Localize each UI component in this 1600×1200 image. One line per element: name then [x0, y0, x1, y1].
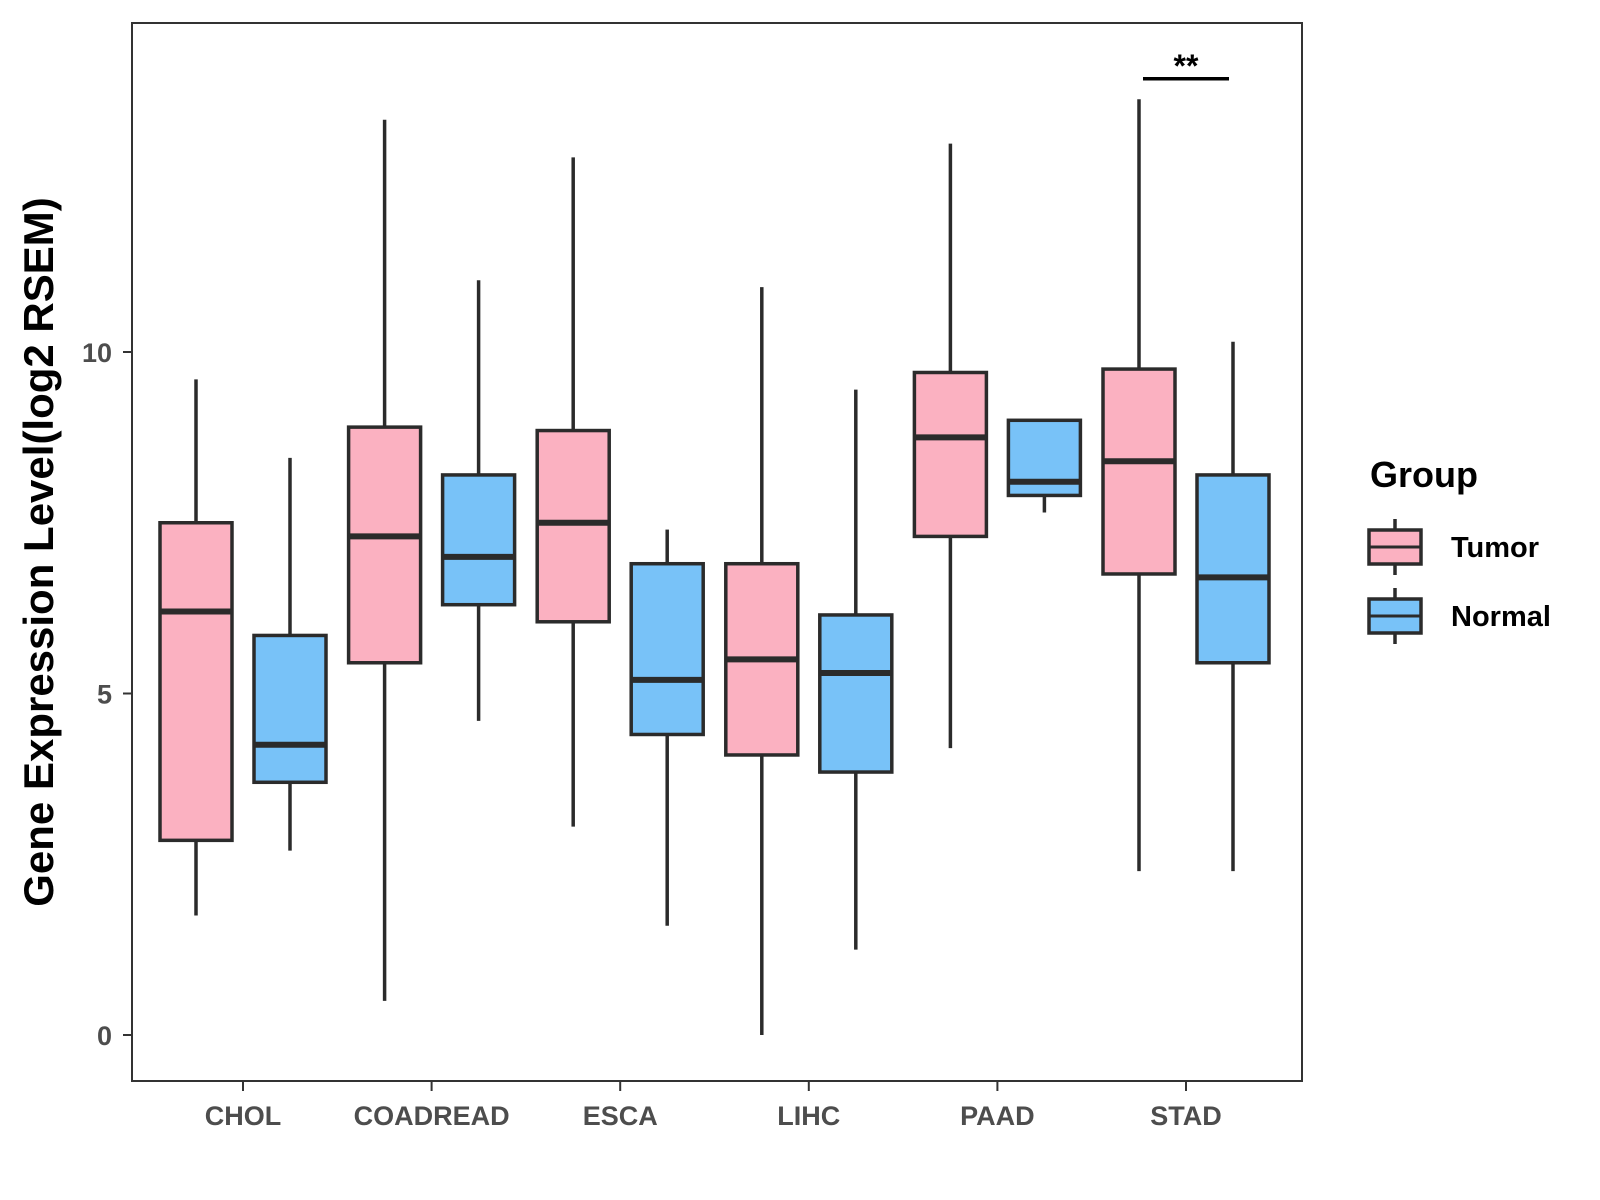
box-normal-esca — [629, 529, 705, 926]
x-axis: CHOL COADREAD ESCA LIHC PAAD STAD — [205, 1081, 1222, 1131]
x-tick-label: CHOL — [205, 1101, 282, 1131]
boxes-layer — [158, 99, 1271, 1035]
y-axis: 0 5 10 — [82, 338, 132, 1051]
legend-label: Tumor — [1451, 532, 1539, 564]
legend-label: Normal — [1451, 601, 1551, 633]
x-tick-label: COADREAD — [354, 1101, 510, 1131]
box-iqr — [818, 613, 894, 774]
x-tick-label: STAD — [1150, 1101, 1222, 1131]
legend-title: Group — [1370, 454, 1478, 495]
x-tick-label: PAAD — [960, 1101, 1035, 1131]
box-tumor-chol — [158, 379, 234, 916]
box-tumor-stad — [1101, 99, 1177, 872]
legend-item-normal: Normal — [1367, 588, 1551, 644]
box-iqr — [1101, 367, 1177, 576]
box-normal-lihc — [818, 389, 894, 950]
box-normal-paad — [1006, 418, 1083, 513]
legend-item-tumor: Tumor — [1367, 519, 1539, 575]
box-tumor-esca — [535, 157, 611, 827]
box-tumor-lihc — [724, 287, 800, 1035]
significance-label: ** — [1174, 48, 1199, 84]
y-tick-label: 0 — [97, 1021, 112, 1051]
box-normal-stad — [1195, 341, 1271, 872]
box-normal-coadread — [440, 280, 517, 721]
x-tick-label: LIHC — [777, 1101, 840, 1131]
box-iqr — [346, 425, 423, 665]
box-iqr — [252, 633, 328, 785]
box-iqr — [535, 428, 611, 624]
legend: Group Tumor Normal — [1367, 454, 1551, 644]
box-normal-chol — [252, 457, 328, 851]
x-tick-label: ESCA — [583, 1101, 658, 1131]
box-iqr — [440, 473, 517, 607]
y-axis-title: Gene Expression Level(log2 RSEM) — [15, 197, 62, 907]
y-tick-label: 10 — [82, 338, 112, 368]
box-iqr — [158, 521, 234, 843]
box-tumor-paad — [912, 143, 989, 749]
legend-items: Tumor Normal — [1367, 519, 1551, 644]
box-iqr — [1195, 473, 1271, 665]
box-iqr — [629, 561, 705, 737]
annotation-layer: ** — [1143, 48, 1229, 84]
box-iqr — [912, 370, 989, 539]
box-tumor-coadread — [346, 119, 423, 1001]
y-tick-label: 5 — [97, 680, 112, 710]
